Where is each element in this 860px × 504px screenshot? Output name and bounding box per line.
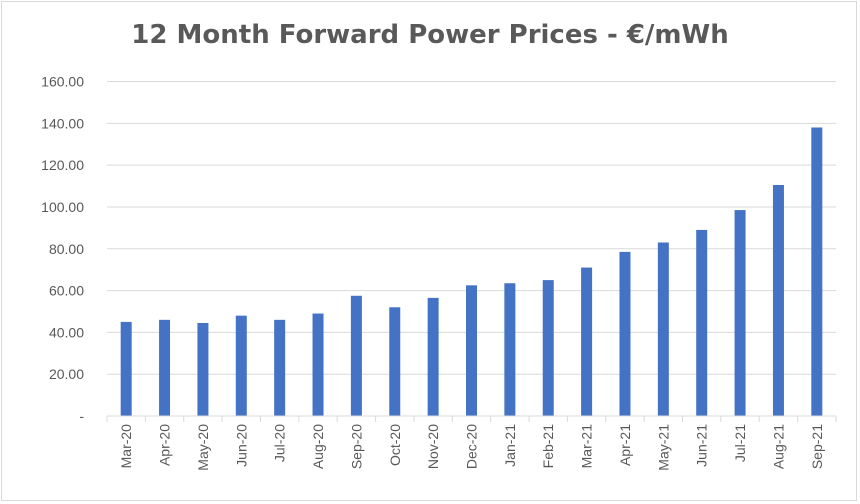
bar-jul-20 [274,319,286,416]
y-tick-label: 140.00 [41,115,84,131]
bar-aug-20 [312,313,324,416]
bar-feb-21 [542,280,554,416]
x-tick-label: Aug-21 [770,424,786,469]
x-tick-label: Jun-21 [694,424,710,467]
y-tick-label: 60.00 [49,283,84,299]
x-tick-label: Feb-21 [540,424,556,469]
y-tick-label: - [79,408,84,424]
bar-oct-20 [389,307,401,416]
bar-sep-21 [811,127,823,417]
x-tick-label: Oct-20 [387,424,403,466]
x-tick-label: May-21 [655,424,671,471]
x-tick-label: Mar-20 [118,424,134,469]
bar-apr-21 [619,251,631,416]
chart-title: 12 Month Forward Power Prices - €/mWh [131,20,729,50]
x-axis-ticks: Mar-20 Apr-20 May-20 Jun-20 Jul-20 Aug-20 Sep-… [118,424,825,471]
y-tick-label: 100.00 [41,199,84,215]
bar-jul-21 [734,210,746,416]
bar-may-21 [657,242,669,416]
bar-mar-20 [120,321,132,416]
y-tick-label: 120.00 [41,157,84,173]
y-tick-label: 20.00 [49,366,84,382]
bar-jun-21 [696,229,708,416]
bar-may-20 [197,322,209,416]
x-tick-label: Dec-20 [464,424,480,469]
y-tick-label: 160.00 [41,74,84,90]
bar-nov-20 [427,297,439,416]
y-tick-label: 80.00 [49,241,84,257]
bar-sep-20 [350,295,362,416]
x-tick-label: Apr-21 [617,424,633,466]
bar-jun-20 [235,315,247,416]
bar-dec-20 [466,285,477,416]
x-tick-label: Jan-21 [502,424,518,467]
bar-aug-21 [772,184,784,416]
x-tick-label: Apr-20 [157,424,173,466]
bars [120,127,823,417]
x-tick-label: May-20 [195,424,211,471]
x-tick-label: Sep-21 [809,424,825,469]
x-tick-label: Sep-20 [348,424,364,469]
x-tick-label: Jul-21 [732,424,748,462]
x-axis [106,415,837,422]
x-tick-label: Jul-20 [272,424,288,462]
y-tick-label: 40.00 [49,324,84,340]
bar-mar-21 [581,267,593,416]
x-tick-label: Aug-20 [310,424,326,469]
x-tick-label: Nov-20 [425,424,441,469]
y-axis-ticks: - 20.00 40.00 60.00 80.00 100.00 120.00 140.00 1… [41,74,84,425]
bar-apr-20 [159,319,171,416]
bar-jan-21 [504,283,516,416]
x-tick-label: Mar-21 [579,424,595,469]
x-tick-label: Jun-20 [233,424,249,467]
